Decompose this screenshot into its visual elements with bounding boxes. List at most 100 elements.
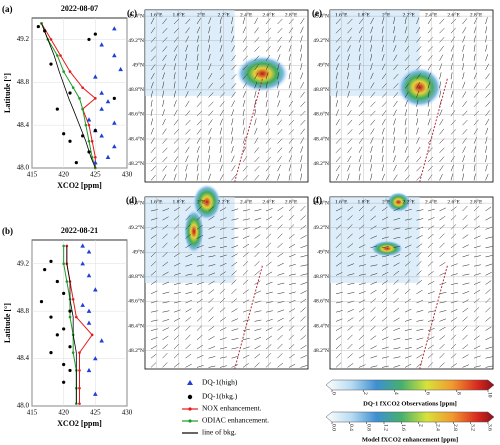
wind-arrow — [219, 288, 226, 294]
wind-arrow — [485, 136, 488, 144]
wind-arrow — [335, 224, 342, 230]
wind-arrow — [485, 63, 489, 71]
wind-arrow — [254, 55, 260, 61]
wind-arrow — [300, 128, 305, 135]
wind-arrow — [335, 282, 343, 285]
wind-arrow — [265, 46, 271, 52]
wind-arrow — [347, 292, 355, 295]
wind-arrow — [300, 255, 308, 258]
wind-arrow — [242, 136, 246, 144]
map-y-tick-label: 48.2°N — [128, 160, 144, 167]
wind-arrow — [150, 353, 157, 359]
wind-arrow — [335, 28, 342, 34]
wind-arrow — [335, 99, 339, 107]
triangle-point — [86, 117, 92, 122]
wind-arrow — [416, 36, 421, 43]
colorbar — [325, 379, 495, 391]
wind-arrow — [381, 173, 385, 181]
wind-arrow — [162, 18, 168, 25]
wind-arrow — [300, 307, 306, 313]
wind-arrow — [173, 272, 181, 276]
triangle-point — [105, 99, 111, 104]
wind-arrow — [219, 246, 227, 249]
wind-arrow — [265, 99, 268, 107]
wind-arrow — [473, 101, 480, 107]
wind-arrow — [231, 218, 239, 221]
wind-arrow — [300, 298, 307, 304]
colorbar-tick-label: 0 — [331, 392, 337, 395]
wind-arrow — [393, 270, 400, 276]
wind-arrow — [254, 242, 260, 248]
wind-arrow — [162, 54, 167, 61]
wind-arrow — [300, 17, 305, 25]
wind-arrow — [450, 164, 454, 172]
wind-arrow — [485, 110, 490, 117]
wind-arrow — [300, 215, 306, 221]
wind-arrow — [219, 254, 227, 258]
wind-arrow — [462, 72, 465, 80]
wind-arrow — [335, 45, 341, 52]
dot-point — [87, 37, 91, 42]
wind-arrow — [393, 279, 399, 285]
wind-arrow — [162, 344, 168, 350]
wind-arrow — [173, 309, 181, 313]
wind-arrow — [485, 326, 492, 331]
series-point — [65, 280, 69, 283]
wind-arrow — [185, 316, 192, 322]
wind-arrow — [231, 245, 239, 249]
series-point — [78, 97, 81, 100]
wind-arrow — [370, 355, 378, 359]
wind-arrow — [254, 137, 259, 144]
wind-arrow — [335, 301, 343, 304]
panel-label: (e) — [312, 8, 322, 18]
series-point — [94, 97, 97, 100]
wind-arrow — [381, 155, 384, 163]
wind-arrow — [404, 91, 409, 98]
wind-arrow — [254, 310, 262, 313]
map-x-tick-label: 1.6°E — [150, 198, 163, 205]
y-tick-label: 48.0 — [17, 402, 30, 410]
wind-arrow — [439, 28, 445, 34]
wind-arrow — [450, 253, 458, 258]
wind-arrow — [370, 146, 373, 153]
wind-arrow — [381, 226, 389, 230]
wind-arrow — [485, 101, 491, 107]
wind-arrow — [335, 233, 342, 239]
wind-arrow — [185, 146, 190, 153]
triangle-point — [86, 320, 92, 325]
wind-arrow — [381, 346, 389, 350]
wind-arrow — [358, 354, 366, 359]
wind-arrow — [254, 99, 256, 107]
wind-arrow — [358, 101, 364, 107]
wind-arrow — [427, 147, 433, 153]
x-tick-label: 420 — [58, 171, 69, 179]
wind-arrow — [416, 209, 424, 212]
wind-arrow — [404, 236, 412, 239]
wind-arrow — [427, 225, 435, 230]
wind-arrow — [462, 18, 468, 25]
wind-arrow — [162, 118, 166, 126]
wind-arrow — [404, 318, 412, 322]
wind-arrow — [358, 291, 366, 295]
wind-arrow — [231, 288, 237, 294]
wind-arrow — [439, 233, 445, 239]
wind-arrow — [277, 272, 285, 276]
wind-arrow — [288, 224, 295, 230]
wind-arrow — [231, 347, 239, 350]
wind-arrow — [277, 292, 285, 295]
wind-arrow — [358, 129, 364, 135]
wind-arrow — [335, 54, 340, 61]
wind-arrow — [370, 26, 374, 34]
dot-point — [49, 351, 53, 355]
wind-arrow — [416, 226, 424, 230]
wind-arrow — [358, 264, 366, 267]
wind-arrow — [462, 164, 465, 172]
wind-arrow — [404, 165, 410, 172]
map-y-tick-label: 48.2°N — [128, 347, 144, 354]
wind-arrow — [265, 310, 273, 313]
wind-arrow — [254, 270, 260, 276]
wind-arrow — [173, 90, 176, 98]
wind-arrow — [288, 53, 291, 61]
wind-arrow — [416, 82, 420, 89]
wind-arrow — [485, 356, 493, 359]
